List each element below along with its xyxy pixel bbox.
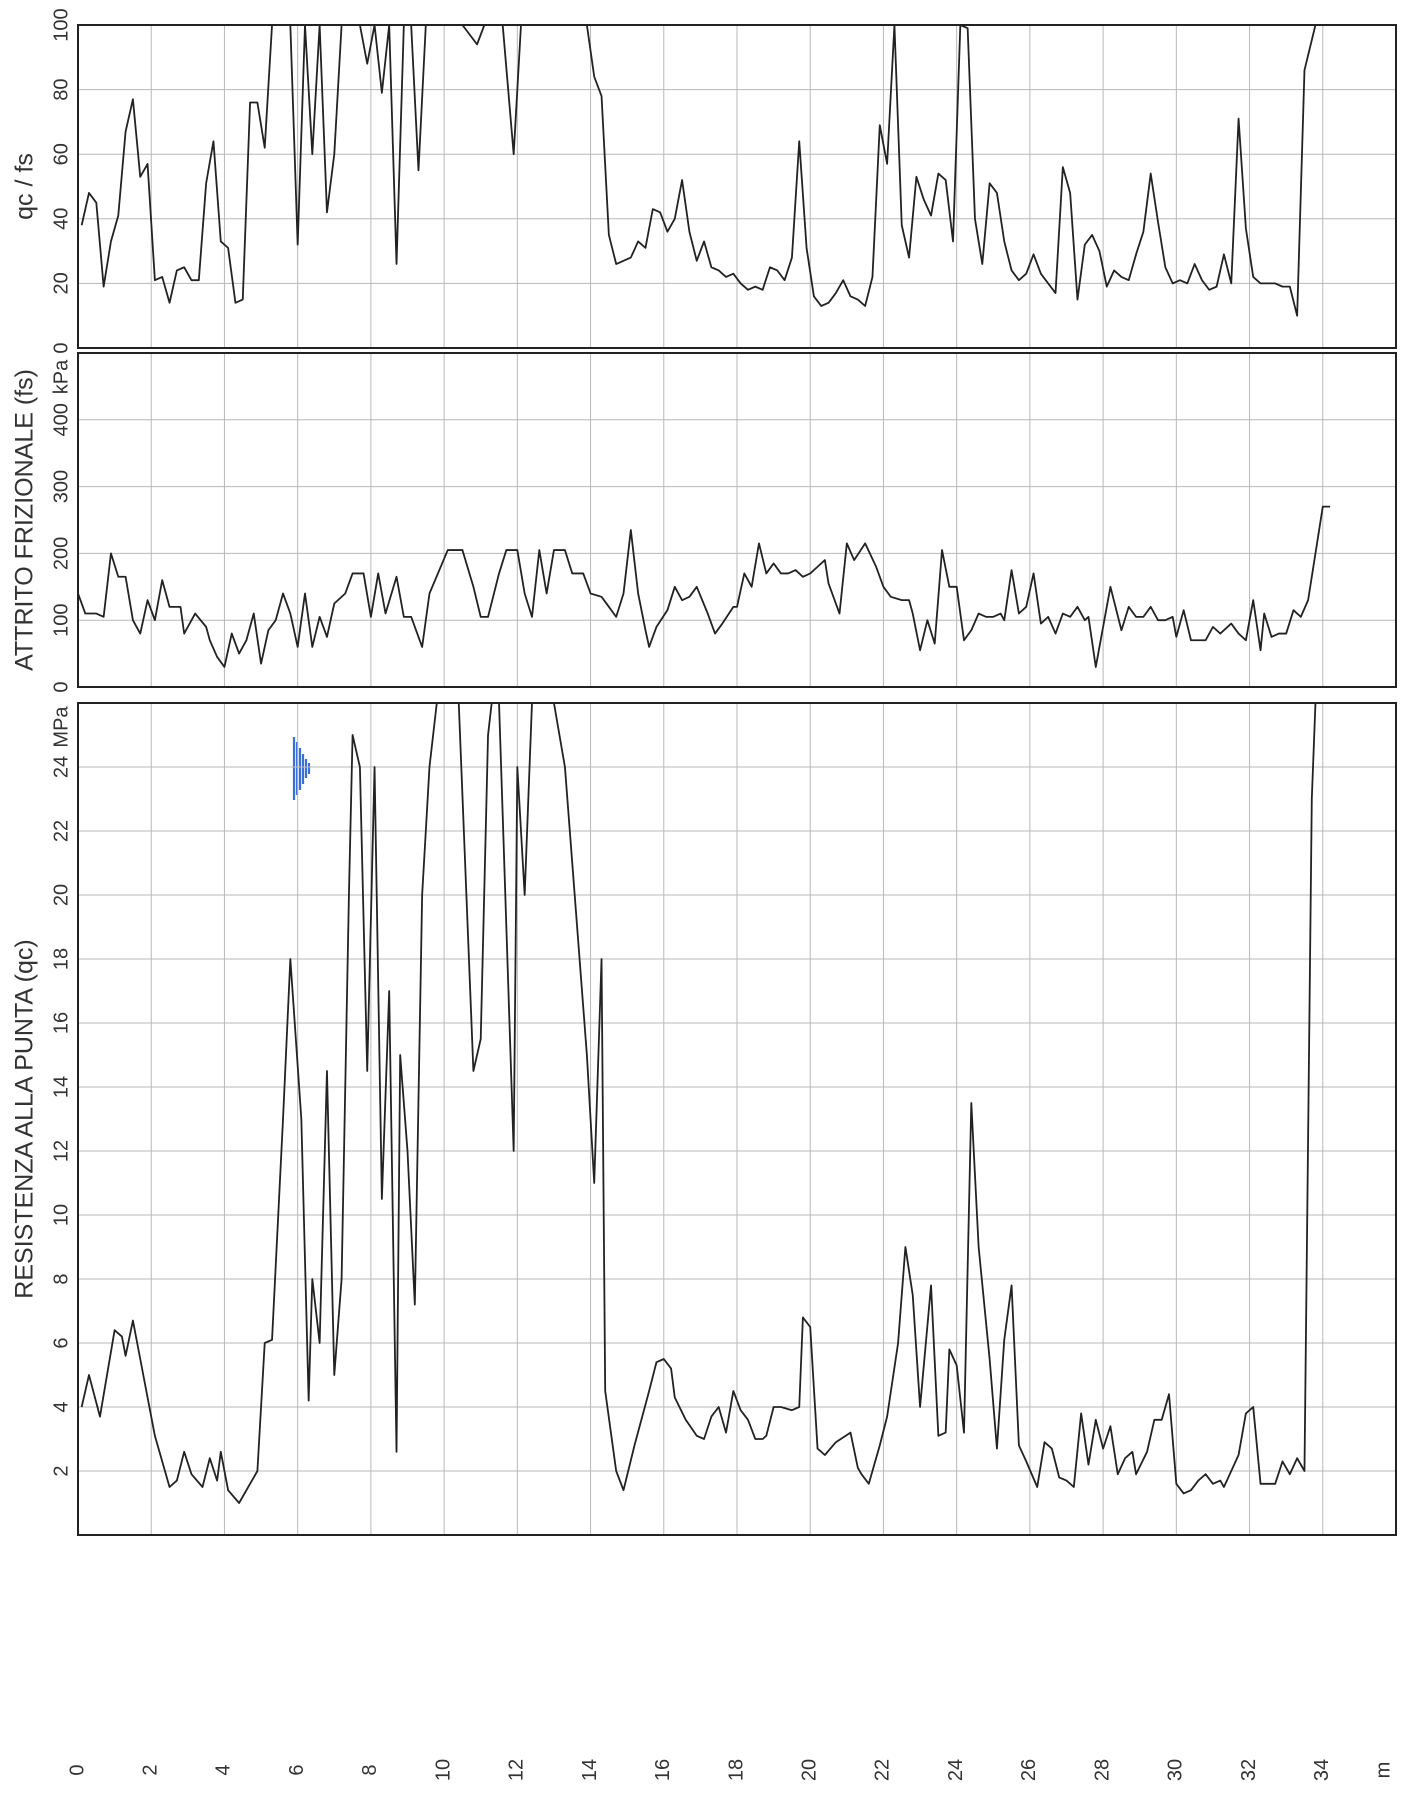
y-tick-label: 14	[50, 1076, 72, 1098]
y-unit-label: kPa	[50, 359, 72, 394]
y-tick-label: 18	[50, 948, 72, 970]
y-tick-label: 200	[50, 537, 72, 570]
x-tick-label: 4	[213, 1764, 235, 1775]
y-tick-label: 300	[50, 470, 72, 503]
y-tick-label: 400	[50, 403, 72, 436]
panel-frame	[77, 352, 1397, 688]
y-tick-label: 20	[50, 884, 72, 906]
x-tick-label: 32	[1238, 1759, 1260, 1781]
y-tick-label: 22	[50, 820, 72, 842]
x-tick-label: 34	[1311, 1759, 1333, 1781]
x-tick-label: 26	[1018, 1759, 1040, 1781]
x-tick-label: 22	[872, 1759, 894, 1781]
panel-frame	[77, 24, 1397, 349]
y-tick-label: 2	[50, 1465, 72, 1476]
y-tick-label: 60	[50, 143, 72, 165]
x-tick-label: 2	[140, 1764, 162, 1775]
y-tick-label: 24	[50, 756, 72, 778]
x-tick-label: 8	[359, 1764, 381, 1775]
y-axis-title: qc / fs	[11, 153, 39, 220]
y-tick-label: 16	[50, 1012, 72, 1034]
y-tick-label: 40	[50, 208, 72, 230]
y-tick-label: 80	[50, 78, 72, 100]
y-tick-label: 12	[50, 1140, 72, 1162]
y-axis-title: ATTRITO FRIZIONALE (fs)	[11, 369, 39, 671]
y-tick-label: 100	[50, 604, 72, 637]
y-tick-label: 4	[50, 1401, 72, 1412]
x-tick-label: 12	[506, 1759, 528, 1781]
x-tick-label: 6	[286, 1764, 308, 1775]
data-line	[77, 505, 1331, 668]
y-tick-label: 20	[50, 272, 72, 294]
x-tick-label: 20	[799, 1759, 821, 1781]
y-unit-label: MPa	[50, 706, 72, 748]
x-tick-label: 16	[652, 1759, 674, 1781]
y-tick-label: 100	[50, 8, 72, 41]
data-line	[80, 24, 1317, 317]
y-tick-label: 0	[50, 342, 72, 353]
data-line	[80, 702, 1323, 1504]
x-axis-title: m	[1372, 1762, 1394, 1779]
y-tick-label: 6	[50, 1337, 72, 1348]
x-tick-label: 0	[66, 1764, 88, 1775]
y-tick-label: 10	[50, 1204, 72, 1226]
y-tick-label: 8	[50, 1273, 72, 1284]
panel-frame	[77, 702, 1397, 1536]
y-tick-label: 0	[50, 681, 72, 692]
x-tick-label: 24	[945, 1759, 967, 1781]
x-tick-label: 10	[432, 1759, 454, 1781]
pen-hatch	[292, 737, 311, 800]
y-axis-title: RESISTENZA ALLA PUNTA (qc)	[11, 939, 39, 1298]
x-tick-label: 18	[725, 1759, 747, 1781]
x-tick-label: 14	[579, 1759, 601, 1781]
x-tick-label: 30	[1165, 1759, 1187, 1781]
x-tick-label: 28	[1091, 1759, 1113, 1781]
